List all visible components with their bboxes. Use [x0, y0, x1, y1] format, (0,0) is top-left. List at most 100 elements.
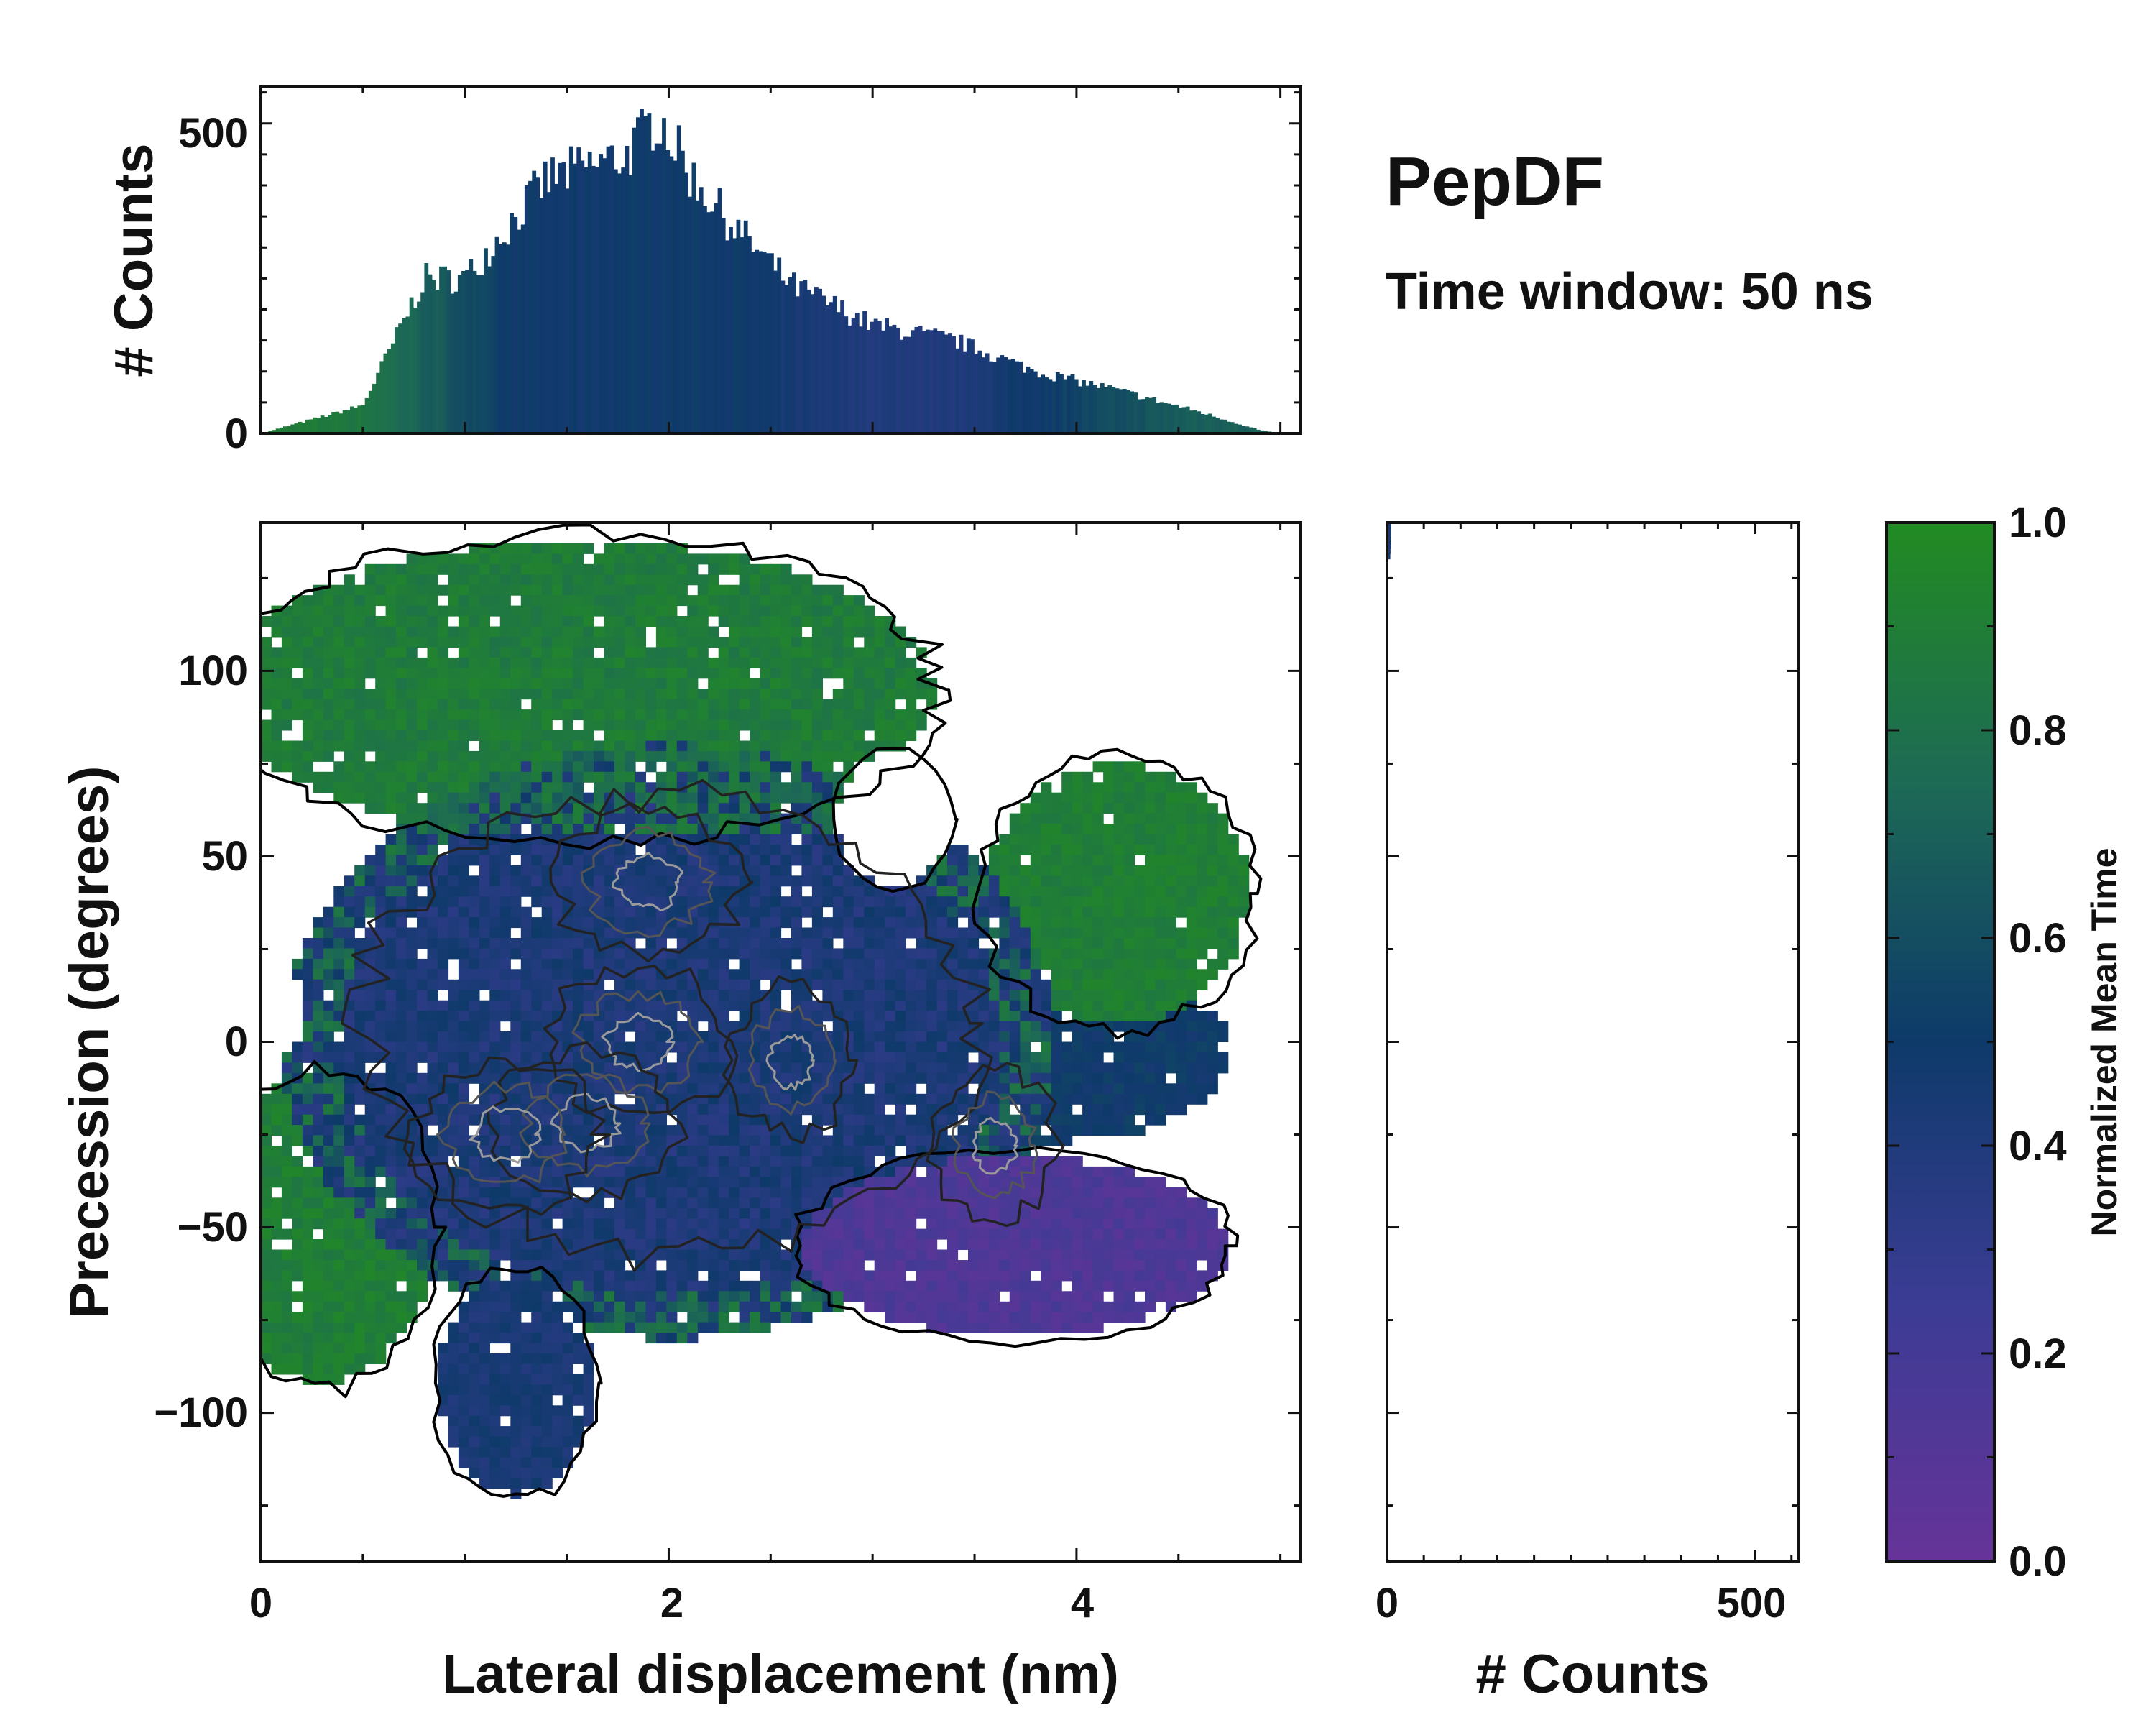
- heatmap-cell: [448, 574, 459, 586]
- top-histogram-bar: [985, 353, 990, 433]
- top-histogram-bar: [977, 350, 982, 433]
- heatmap-cell: [895, 689, 906, 700]
- heatmap-cell: [874, 958, 885, 970]
- heatmap-cell: [573, 553, 584, 565]
- heatmap-cell: [750, 771, 761, 783]
- heatmap-cell: [604, 896, 615, 908]
- heatmap-cell: [302, 719, 313, 731]
- heatmap-cell: [573, 990, 584, 1001]
- heatmap-cell: [635, 1135, 646, 1146]
- heatmap-cell: [499, 1374, 511, 1385]
- heatmap-cell: [438, 709, 449, 721]
- heatmap-cell: [853, 1011, 865, 1022]
- heatmap-cell: [666, 1260, 678, 1271]
- heatmap-cell: [531, 1197, 543, 1209]
- heatmap-cell: [895, 647, 906, 658]
- heatmap-cell: [583, 886, 594, 897]
- heatmap-cell: [780, 1156, 792, 1167]
- heatmap-cell: [625, 699, 636, 710]
- heatmap-cell: [583, 574, 594, 586]
- top-histogram-bar: [703, 206, 707, 433]
- top-histogram-bar: [402, 318, 407, 433]
- heatmap-cell: [448, 938, 459, 949]
- heatmap-cell: [916, 1062, 927, 1074]
- heatmap-cell: [750, 834, 761, 845]
- top-histogram-bar: [1104, 387, 1108, 433]
- heatmap-cell: [676, 948, 688, 960]
- heatmap-cell: [614, 605, 626, 617]
- heatmap-cell: [811, 1011, 823, 1022]
- heatmap-cell: [853, 719, 865, 731]
- heatmap-cell: [729, 1146, 740, 1156]
- heatmap-cell: [406, 979, 418, 990]
- heatmap-cell: [417, 917, 428, 929]
- heatmap-cell: [801, 1249, 813, 1261]
- heatmap-cell: [676, 699, 688, 710]
- heatmap-cell: [666, 1301, 678, 1312]
- heatmap-cell: [458, 1041, 469, 1053]
- top-histogram-bar: [328, 415, 332, 433]
- heatmap-cell: [770, 792, 782, 804]
- heatmap-cell: [573, 543, 584, 554]
- heatmap-cell: [417, 1218, 428, 1230]
- heatmap-cell: [645, 1228, 657, 1240]
- heatmap-cell: [635, 595, 646, 607]
- heatmap-cell: [666, 637, 678, 648]
- heatmap-cell: [573, 1394, 584, 1406]
- heatmap-cell: [354, 616, 366, 627]
- heatmap-cell: [469, 1146, 480, 1156]
- heatmap-cell: [323, 605, 334, 617]
- heatmap-cell: [427, 668, 438, 679]
- heatmap-cell: [780, 1041, 792, 1053]
- heatmap-cell: [281, 637, 292, 648]
- heatmap-cell: [614, 979, 626, 990]
- heatmap-cell: [573, 564, 584, 575]
- heatmap-cell: [489, 896, 501, 908]
- heatmap-cell: [458, 1353, 469, 1364]
- heatmap-cell: [655, 616, 667, 627]
- heatmap-cell: [520, 845, 532, 855]
- heatmap-cell: [406, 1260, 418, 1271]
- heatmap-cell: [635, 1031, 646, 1042]
- heatmap-cell: [687, 1197, 699, 1209]
- heatmap-cell: [916, 1104, 927, 1116]
- heatmap-cell: [261, 1322, 272, 1333]
- heatmap-cell: [583, 668, 594, 679]
- heatmap-cell: [417, 750, 428, 762]
- heatmap-cell: [718, 917, 729, 929]
- heatmap-cell: [292, 750, 303, 762]
- heatmap-cell: [541, 657, 553, 668]
- heatmap-cell: [853, 647, 865, 658]
- heatmap-cell: [947, 1041, 959, 1053]
- heatmap-cell: [469, 1436, 480, 1448]
- top-histogram-bar: [1197, 411, 1202, 433]
- heatmap-cell: [645, 1239, 657, 1250]
- heatmap-cell: [739, 1104, 750, 1116]
- heatmap-cell: [281, 1301, 292, 1312]
- heatmap-cell: [469, 584, 480, 596]
- heatmap-cell: [281, 647, 292, 658]
- heatmap-cell: [729, 1177, 740, 1188]
- heatmap-cell: [406, 584, 418, 596]
- heatmap-cell: [822, 990, 834, 1001]
- heatmap-cell: [562, 1322, 573, 1333]
- heatmap-cell: [760, 730, 771, 741]
- top-histogram-bar: [379, 361, 384, 433]
- heatmap-cell: [469, 553, 480, 565]
- heatmap-cell: [541, 886, 553, 897]
- heatmap-cell: [843, 1104, 854, 1116]
- heatmap-cell: [687, 1270, 699, 1282]
- heatmap-cell: [614, 1031, 626, 1042]
- heatmap-cell: [822, 1146, 834, 1156]
- heatmap-cell: [333, 1291, 345, 1302]
- heatmap-cell: [302, 1041, 313, 1053]
- heatmap-cell: [562, 626, 573, 638]
- heatmap-cell: [469, 1415, 480, 1427]
- heatmap-cell: [947, 1000, 959, 1011]
- heatmap-cell: [479, 1384, 490, 1396]
- top-histogram-bar: [870, 321, 875, 433]
- heatmap-cell: [885, 1166, 896, 1177]
- heatmap-cell: [438, 958, 449, 970]
- heatmap-cell: [469, 605, 480, 617]
- heatmap-cell: [604, 761, 615, 773]
